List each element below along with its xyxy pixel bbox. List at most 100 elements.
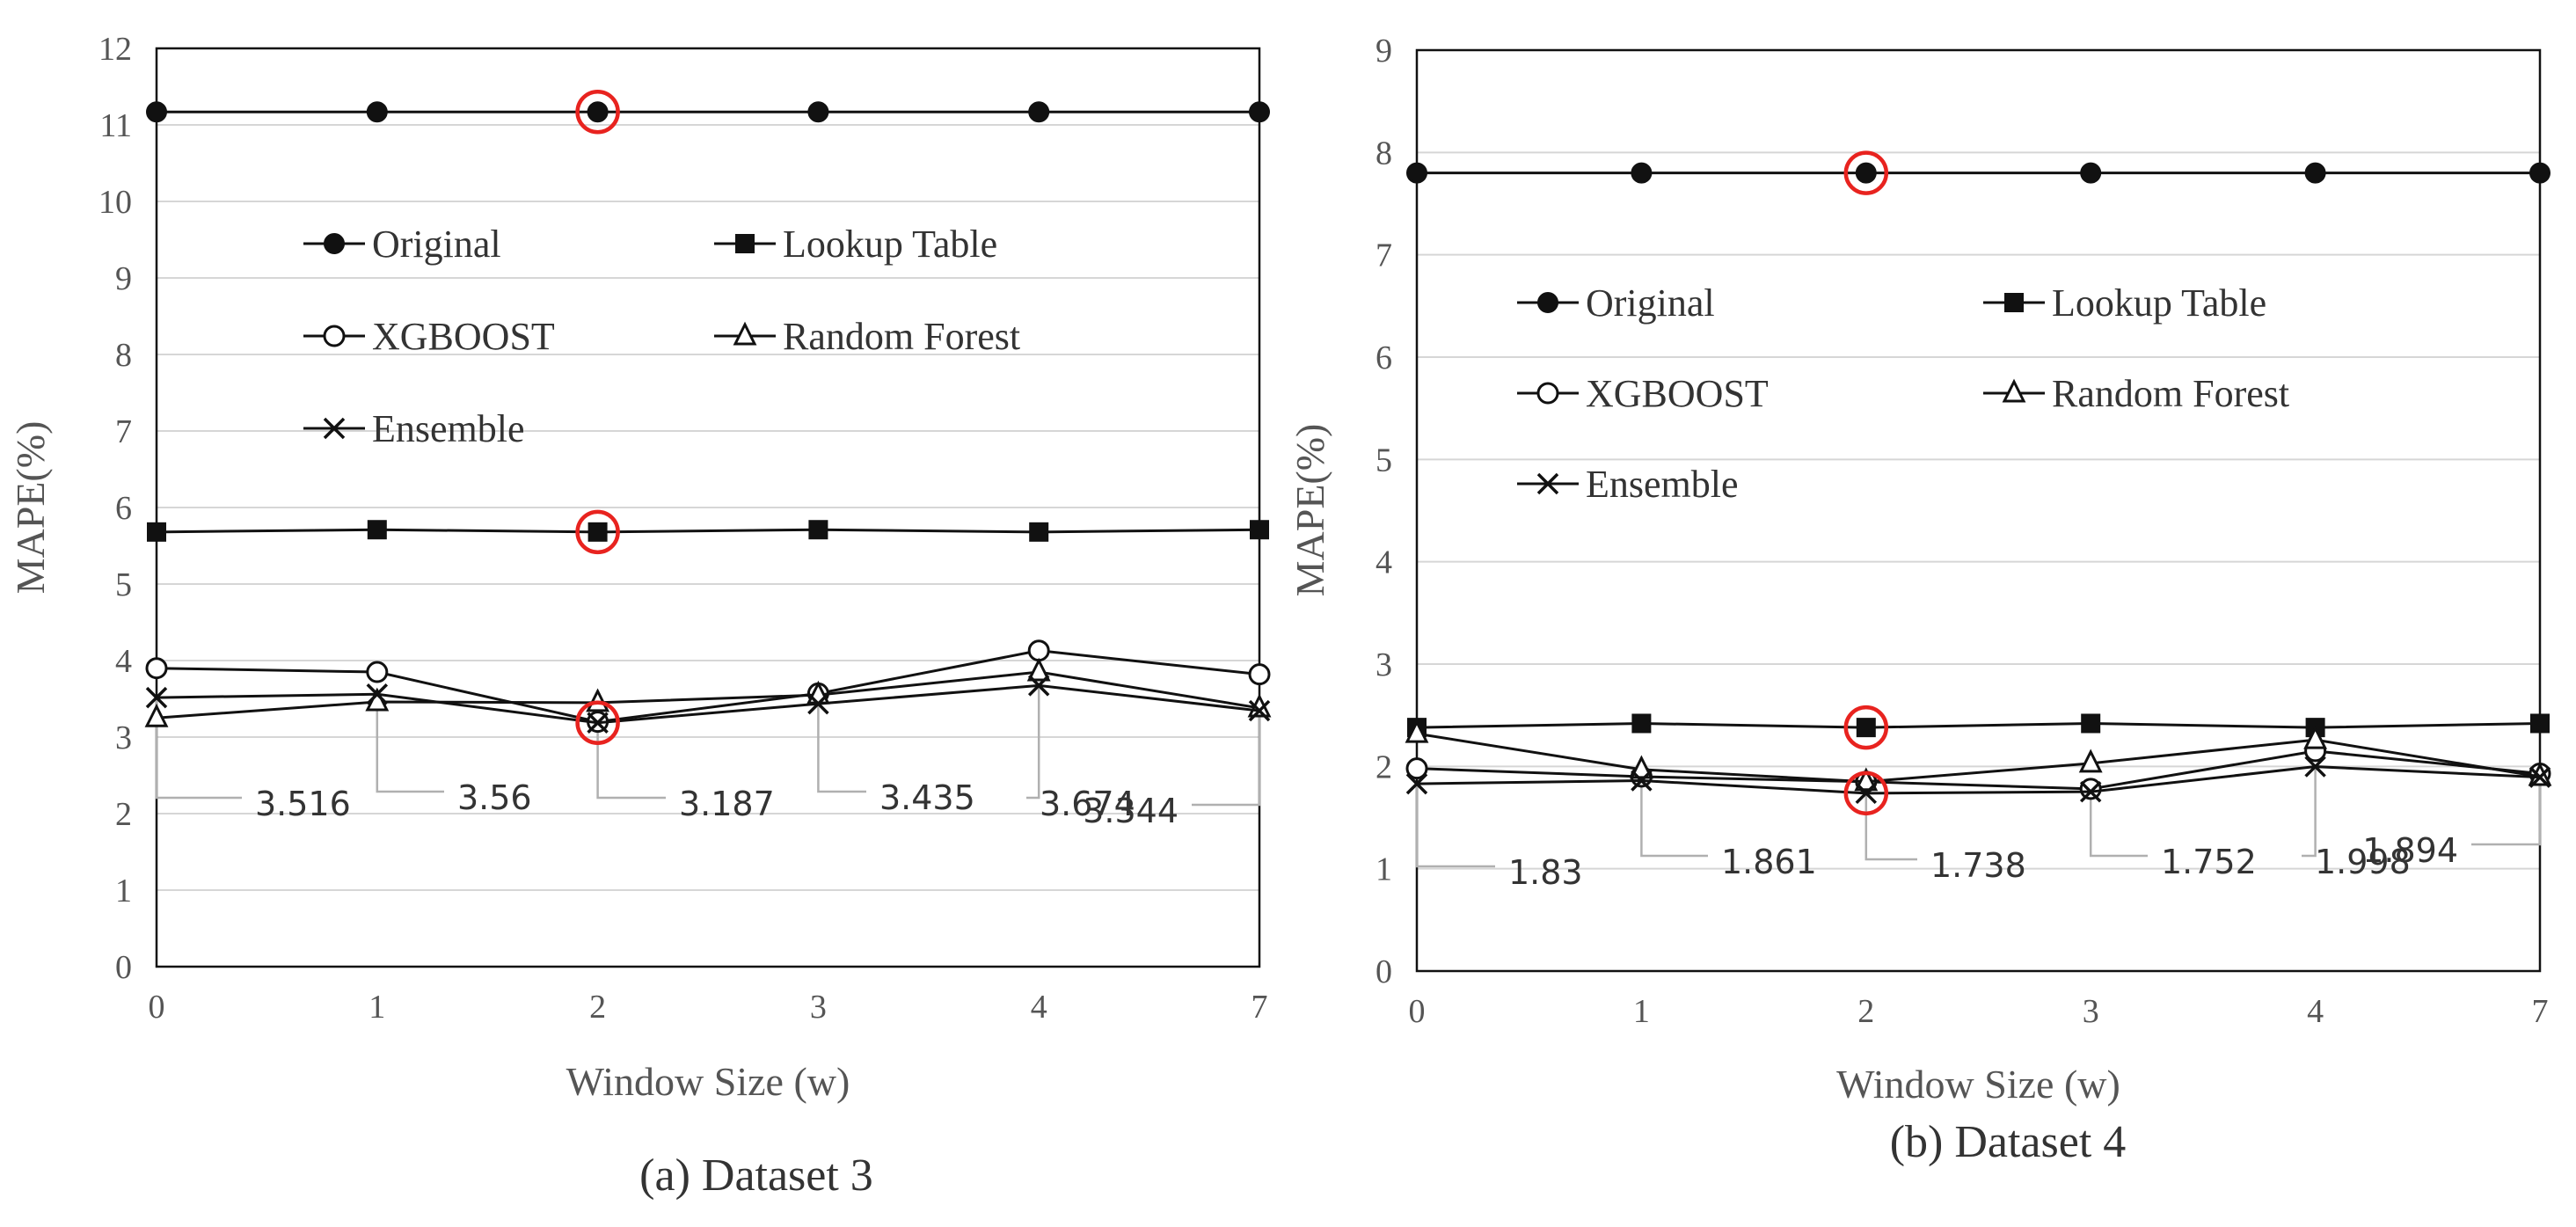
data-label: 1.738 [1930,846,2026,885]
y-tick-label: 7 [115,413,132,450]
point-random-forest [1629,755,1653,779]
point-original [1028,101,1050,123]
highlight-circle [1843,705,1889,750]
x-tick-label: 1 [369,989,385,1026]
data-label-leader [817,704,866,793]
point-original [2304,162,2326,184]
y-tick-label: 0 [1376,953,1392,990]
legend-marker-random-forest [2002,378,2026,403]
x-tick-label: 4 [2307,993,2324,1030]
chart-caption: (b) Dataset 4 [1890,1117,2127,1167]
point-lookup-table [1631,713,1652,734]
data-label-leader [1640,780,1708,858]
y-tick-label: 1 [1376,851,1392,888]
point-original [2080,162,2102,184]
y-tick-label: 8 [1376,135,1392,172]
legend-marker-xgboost [1536,382,1559,405]
legend-label-random-forest: Random Forest [2052,372,2289,415]
y-tick-label: 3 [1376,646,1392,683]
plot-frame [155,47,1261,968]
y-tick-label: 5 [1376,442,1392,478]
y-tick-label: 9 [1376,33,1392,69]
point-xgboost [2079,778,2102,800]
data-label-leader [1415,784,1495,868]
legend-label-original: Original [1586,281,1715,325]
highlight-circle [575,509,620,555]
data-label: 3.674 [1040,785,1135,823]
point-lookup-table [1856,718,1876,738]
legend-marker-random-forest [733,321,757,346]
x-tick-label: 7 [2532,993,2549,1030]
legend-label-original: Original [372,223,501,266]
data-label-leader [2302,766,2317,858]
data-label-leader [596,722,666,800]
point-original [1855,162,1877,184]
y-tick-label: 3 [115,719,132,756]
point-lookup-table [587,522,608,542]
x-tick-label: 1 [1633,993,1650,1030]
series-line-lookup-table [156,528,1260,534]
data-label: 3.187 [679,785,775,823]
data-label: 1.83 [1508,853,1583,892]
y-tick-label: 6 [115,490,132,527]
y-tick-label: 11 [99,107,132,144]
point-random-forest [1026,657,1051,682]
point-lookup-table [808,520,828,540]
legend-marker-original [324,233,345,254]
x-tick-label: 2 [1857,993,1874,1030]
y-axis-title: MAPE(%) [1288,424,1332,597]
data-label-leader [376,694,444,793]
data-label: 3.435 [879,778,975,817]
point-random-forest [2528,762,2552,786]
y-axis-title: MAPE(%) [8,421,53,595]
y-tick-label: 5 [115,566,132,603]
point-ensemble [2304,756,2326,778]
legend-label-lookup-table: Lookup Table [2052,281,2266,325]
point-lookup-table [367,520,387,540]
highlight-circle [575,89,620,135]
chart-dataset-4: 0 1 2 3 4 5 6 7 8 9 0 1 2 3 4 7 MAPE(%) Window Size (w) (b… [1288,33,2552,1167]
y-tick-label: 9 [115,260,132,297]
y-tick-label: 10 [99,184,132,221]
y-tick-label: 12 [99,31,132,68]
x-tick-label: 4 [1031,989,1047,1026]
point-ensemble [2529,766,2551,788]
legend-marker-original [1537,292,1558,313]
y-tick-label: 2 [1376,749,1392,785]
series-line-xgboost [156,649,1260,724]
point-lookup-table [147,522,166,542]
point-xgboost [366,661,389,683]
legend-label-random-forest: Random Forest [783,315,1020,358]
point-original [146,101,167,123]
point-xgboost [1027,639,1050,662]
data-label: 1.998 [2315,843,2411,881]
series-line-lookup-table [1416,721,2541,729]
x-tick-label: 3 [810,989,827,1026]
x-tick-label: 3 [2083,993,2099,1030]
point-random-forest [2303,725,2328,749]
point-original [587,101,609,123]
data-label: 3.516 [255,785,351,823]
point-ensemble [1248,699,1271,722]
point-lookup-table [1029,522,1049,542]
point-ensemble [587,712,609,734]
y-tick-label: 1 [115,873,132,909]
series-line-xgboost [1416,749,2541,791]
highlight-circle [1843,771,1889,816]
legend-marker-ensemble [1536,472,1559,495]
point-ensemble [145,686,168,709]
point-original [366,101,388,123]
point-random-forest [1854,767,1879,792]
data-label: 1.752 [2161,843,2257,881]
highlight-circle [575,700,620,745]
x-tick-label: 2 [589,989,606,1026]
plot-frame [1415,48,2542,973]
point-original [1249,101,1270,123]
point-xgboost [145,657,168,680]
point-ensemble [2079,780,2102,803]
series-line-ensemble [1416,765,2541,795]
series-line-random-forest [1416,732,2541,784]
data-label-leader [1864,792,1917,861]
